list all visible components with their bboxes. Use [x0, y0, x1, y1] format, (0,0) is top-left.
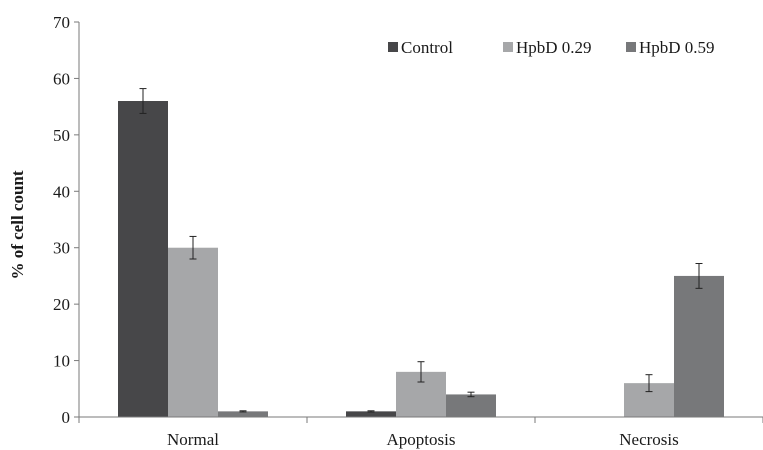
- y-axis-title: % of cell count: [8, 170, 27, 279]
- bar-hpbd-0-59-normal: [218, 411, 268, 417]
- legend-label: Control: [401, 38, 453, 57]
- axes: [78, 22, 763, 423]
- bars: [118, 88, 724, 417]
- legend: Control HpbD 0.29 HpbD 0.59: [388, 38, 715, 57]
- bar-hpbd-0-59-apoptosis: [446, 394, 496, 417]
- y-tick-label: 10: [53, 352, 70, 371]
- y-tick-label: 60: [53, 69, 70, 88]
- bar-control-normal: [118, 101, 168, 417]
- y-tick-label: 70: [53, 13, 70, 32]
- legend-label: HpbD 0.59: [639, 38, 715, 57]
- legend-swatch: [626, 42, 636, 52]
- legend-swatch: [388, 42, 398, 52]
- category-label-necrosis: Necrosis: [619, 430, 678, 449]
- y-axis-ticks: 0 10 20 30 40 50 60 70: [53, 13, 79, 427]
- legend-label: HpbD 0.29: [516, 38, 592, 57]
- bar-hpbd-0-29-normal: [168, 247, 218, 417]
- bar-control-apoptosis: [346, 411, 396, 417]
- category-label-apoptosis: Apoptosis: [387, 430, 456, 449]
- y-tick-label: 50: [53, 126, 70, 145]
- legend-swatch: [503, 42, 513, 52]
- y-tick-label: 30: [53, 239, 70, 258]
- y-tick-label: 20: [53, 295, 70, 314]
- y-tick-label: 40: [53, 182, 70, 201]
- bar-hpbd-0-59-necrosis: [674, 275, 724, 417]
- y-tick-label: 0: [62, 408, 71, 427]
- category-labels: Normal Apoptosis Necrosis: [167, 430, 679, 449]
- category-label-normal: Normal: [167, 430, 219, 449]
